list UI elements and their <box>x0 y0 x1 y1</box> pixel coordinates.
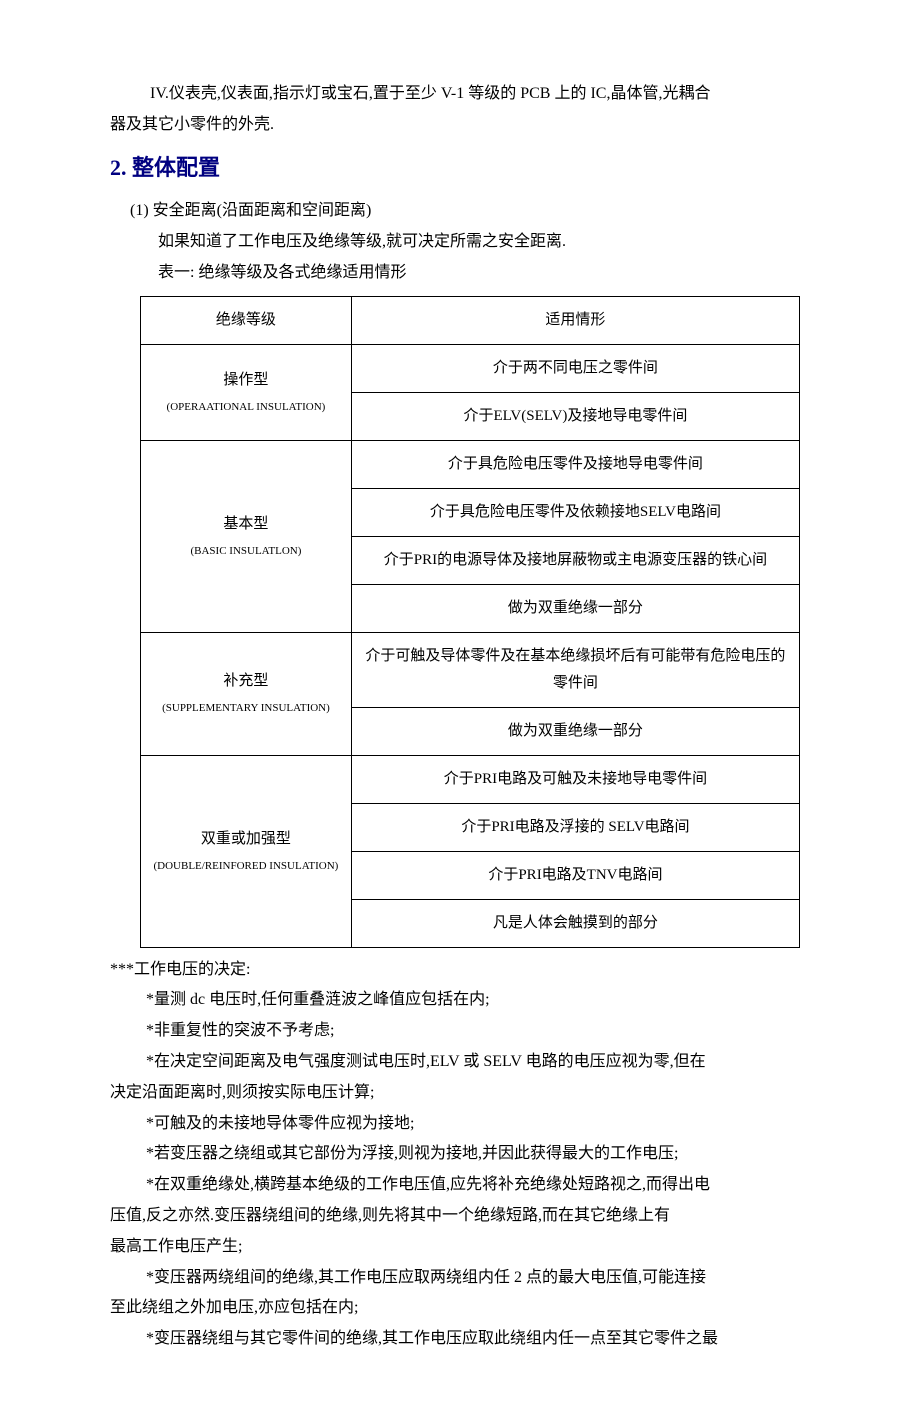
subsection-line1: 如果知道了工作电压及绝缘等级,就可决定所需之安全距离. <box>158 228 810 257</box>
note-item: *若变压器之绕组或其它部份为浮接,则视为接地,并因此获得最大的工作电压; <box>146 1140 810 1169</box>
type-en-label: (OPERAATIONAL INSULATION) <box>149 398 343 418</box>
note-item: *量测 dc 电压时,任何重叠涟波之峰值应包括在内; <box>146 986 810 1015</box>
intro-line1: IV.仪表壳,仪表面,指示灯或宝石,置于至少 V-1 等级的 PCB 上的 IC… <box>150 80 810 109</box>
table-row: 双重或加强型 (DOUBLE/REINFORED INSULATION) 介于P… <box>141 755 800 803</box>
note-item: *非重复性的突波不予考虑; <box>146 1017 810 1046</box>
type-label: 补充型 <box>223 673 268 689</box>
table-row: 操作型 (OPERAATIONAL INSULATION) 介于两不同电压之零件… <box>141 344 800 392</box>
type-cell: 操作型 (OPERAATIONAL INSULATION) <box>141 344 352 440</box>
type-label: 双重或加强型 <box>201 831 291 847</box>
type-en-label: (DOUBLE/REINFORED INSULATION) <box>149 857 343 877</box>
header-col2: 适用情形 <box>351 296 799 344</box>
note-cont: 决定沿面距离时,则须按实际电压计算; <box>110 1079 810 1108</box>
table-row: 补充型 (SUPPLEMENTARY INSULATION) 介于可触及导体零件… <box>141 632 800 707</box>
table-row: 基本型 (BASIC INSULATLON) 介于具危险电压零件及接地导电零件间 <box>141 440 800 488</box>
type-en-label: (SUPPLEMENTARY INSULATION) <box>149 699 343 719</box>
applies-cell: 介于PRI的电源导体及接地屏蔽物或主电源变压器的铁心间 <box>351 536 799 584</box>
applies-cell: 做为双重绝缘一部分 <box>351 584 799 632</box>
insulation-table-container: 绝缘等级 适用情形 操作型 (OPERAATIONAL INSULATION) … <box>140 296 810 948</box>
notes-title: ***工作电压的决定: <box>110 956 810 985</box>
applies-cell: 凡是人体会触摸到的部分 <box>351 899 799 947</box>
type-cell: 基本型 (BASIC INSULATLON) <box>141 440 352 632</box>
type-en-label: (BASIC INSULATLON) <box>149 542 343 562</box>
type-cell: 补充型 (SUPPLEMENTARY INSULATION) <box>141 632 352 755</box>
note-cont: 至此绕组之外加电压,亦应包括在内; <box>110 1294 810 1323</box>
note-item: *变压器两绕组间的绝缘,其工作电压应取两绕组内任 2 点的最大电压值,可能连接 <box>146 1264 810 1293</box>
note-cont: 最高工作电压产生; <box>110 1233 810 1262</box>
applies-cell: 做为双重绝缘一部分 <box>351 707 799 755</box>
note-item: *在双重绝缘处,横跨基本绝级的工作电压值,应先将补充绝缘处短路视之,而得出电 <box>146 1171 810 1200</box>
subsection-line2: 表一: 绝缘等级及各式绝缘适用情形 <box>158 259 810 288</box>
table-header-row: 绝缘等级 适用情形 <box>141 296 800 344</box>
type-cell: 双重或加强型 (DOUBLE/REINFORED INSULATION) <box>141 755 352 947</box>
section-heading: 2. 整体配置 <box>110 148 810 188</box>
applies-cell: 介于具危险电压零件及依赖接地SELV电路间 <box>351 488 799 536</box>
type-label: 基本型 <box>223 516 268 532</box>
applies-cell: 介于PRI电路及可触及未接地导电零件间 <box>351 755 799 803</box>
subsection-item: (1) 安全距离(沿面距离和空间距离) <box>130 197 810 226</box>
applies-cell: 介于具危险电压零件及接地导电零件间 <box>351 440 799 488</box>
applies-cell: 介于ELV(SELV)及接地导电零件间 <box>351 392 799 440</box>
type-label: 操作型 <box>223 372 268 388</box>
header-col1: 绝缘等级 <box>141 296 352 344</box>
intro-line2: 器及其它小零件的外壳. <box>110 111 810 140</box>
applies-cell: 介于PRI电路及浮接的 SELV电路间 <box>351 803 799 851</box>
applies-cell: 介于可触及导体零件及在基本绝缘损坏后有可能带有危险电压的零件间 <box>351 632 799 707</box>
note-item: *在决定空间距离及电气强度测试电压时,ELV 或 SELV 电路的电压应视为零,… <box>146 1048 810 1077</box>
applies-cell: 介于PRI电路及TNV电路间 <box>351 851 799 899</box>
note-item: *变压器绕组与其它零件间的绝缘,其工作电压应取此绕组内任一点至其它零件之最 <box>146 1325 810 1354</box>
note-item: *可触及的未接地导体零件应视为接地; <box>146 1110 810 1139</box>
insulation-table: 绝缘等级 适用情形 操作型 (OPERAATIONAL INSULATION) … <box>140 296 800 948</box>
note-cont: 压值,反之亦然.变压器绕组间的绝缘,则先将其中一个绝缘短路,而在其它绝缘上有 <box>110 1202 810 1231</box>
applies-cell: 介于两不同电压之零件间 <box>351 344 799 392</box>
